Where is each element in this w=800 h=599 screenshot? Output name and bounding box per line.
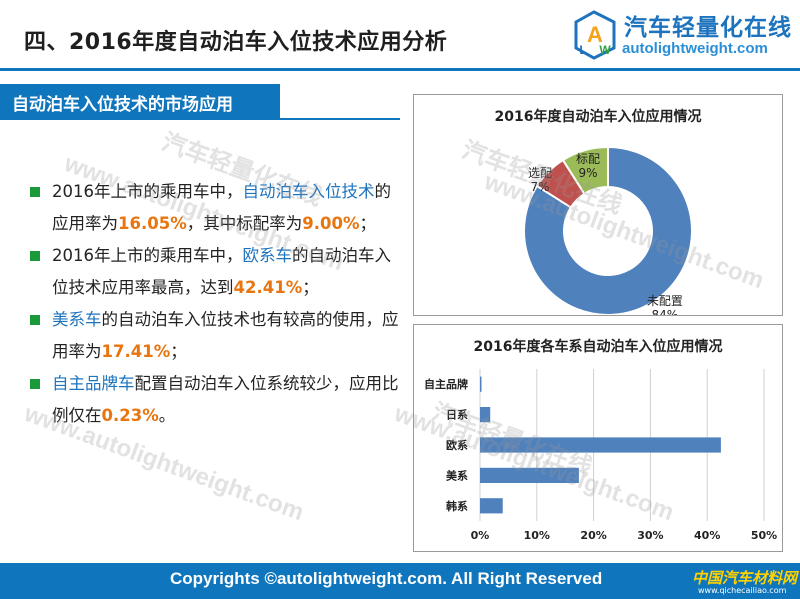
bar-tick-label: 20% [580,529,606,542]
bullet-text: 2016年上市的乘用车中， [52,182,243,201]
site-logo[interactable]: A L W 汽车轻量化在线 autolightweight.com [572,6,796,64]
bar [480,498,503,514]
donut-value-label: 84% [651,308,678,315]
footer-logo-en: www.qichecailiao.com [698,586,787,595]
bullet-text: 的自动泊车入位技术也有较高的使用，应用率为 [52,310,399,361]
bar-chart-panel: 2016年度各车系自动泊车入位应用情况 自主品牌日系欧系美系韩系 0% 10% 20… [413,324,783,552]
donut-slice [561,145,609,196]
bullet-item: 2016年上市的乘用车中，欧系车的自动泊车入位技术应用率最高，达到42.41%； [30,240,402,304]
logo-en-text: autolightweight.com [622,40,768,57]
bullet-item: 美系车的自动泊车入位技术也有较高的使用，应用率为17.41%； [30,304,402,368]
bar-tick-label: 40% [694,529,720,542]
bullet-text: 2016年上市的乘用车中， [52,246,243,265]
bullet-value: 16.05% [118,214,187,233]
donut-category-label: 未配置 [647,294,683,308]
bar-category-label: 美系 [446,468,468,482]
bar-category-label: 韩系 [446,499,468,513]
bullet-text: 。 [158,406,176,425]
donut-chart-panel: 2016年度自动泊车入位应用情况 未配置84% 选配7% 标配9% [413,94,783,322]
svg-text:W: W [599,43,611,57]
bar [480,376,482,392]
bar-tick-label: 30% [637,529,663,542]
footer-copyright: Copyrights ©autolightweight.com. All Rig… [170,569,603,588]
header-divider [0,68,800,71]
bullet-highlight: 自动泊车入位技术 [242,182,375,201]
banner-underline [0,118,400,120]
bullet-text: 配置自动泊车入位系统较少，应用比例仅在 [52,374,399,425]
bullet-text: ，其中标配率为 [186,214,303,233]
bar-category-label: 日系 [446,408,468,422]
bullet-value: 0.23% [101,406,159,425]
svg-text:A: A [587,22,603,47]
bullet-value: 9.00% [302,214,360,233]
bullet-highlight: 美系车 [52,310,102,329]
bullet-highlight: 自主品牌车 [52,374,135,393]
donut-chart-title: 2016年度自动泊车入位应用情况 [495,108,702,125]
bullet-square-icon [30,251,40,261]
bullet-value: 17.41% [101,342,171,361]
footer-logo[interactable]: 中国汽车材料网 www.qichecailiao.com [680,567,798,597]
section-banner: 自动泊车入位技术的市场应用 [0,84,280,118]
bullet-square-icon [30,187,40,197]
bullet-text: ； [170,342,187,361]
bullet-item: 自主品牌车配置自动泊车入位系统较少，应用比例仅在0.23%。 [30,368,402,432]
footer-bar: Copyrights ©autolightweight.com. All Rig… [0,563,800,599]
donut-category-label: 选配 [528,166,552,180]
page-title: 四、2016年度自动泊车入位技术应用分析 [24,30,448,55]
donut-slice [523,145,693,316]
donut-value-label: 7% [530,180,549,194]
donut-chart: 2016年度自动泊车入位应用情况 未配置84% 选配7% 标配9% [495,108,702,322]
bullet-text: 的应用率为 [52,182,391,233]
bullet-text: ； [302,278,319,297]
bar-category-label: 自主品牌 [424,377,468,391]
bar [480,437,721,453]
footer-logo-cn: 中国汽车材料网 [692,569,798,587]
svg-text:L: L [579,43,586,57]
bullet-square-icon [30,379,40,389]
bullet-square-icon [30,315,40,325]
bar-category-label: 欧系 [446,438,468,452]
bar-tick-label: 10% [524,529,550,542]
bar [480,467,579,483]
bullet-item: 2016年上市的乘用车中，自动泊车入位技术的应用率为16.05%，其中标配率为9… [30,176,402,240]
bullet-list: 2016年上市的乘用车中，自动泊车入位技术的应用率为16.05%，其中标配率为9… [30,176,402,432]
bar-chart-title: 2016年度各车系自动泊车入位应用情况 [474,338,723,355]
donut-value-label: 9% [578,166,597,180]
bullet-text: 的自动泊车入位技术应用率最高，达到 [52,246,391,297]
bar-tick-label: 0% [471,529,490,542]
bar [480,407,491,423]
donut-category-label: 标配 [576,152,600,166]
bar-tick-label: 50% [751,529,777,542]
logo-cn-text: 汽车轻量化在线 [624,15,792,41]
logo-mark-icon: A L W [574,10,616,60]
bullet-text: ； [359,214,376,233]
bullet-highlight: 欧系车 [242,246,293,265]
bullet-value: 42.41% [233,278,303,297]
